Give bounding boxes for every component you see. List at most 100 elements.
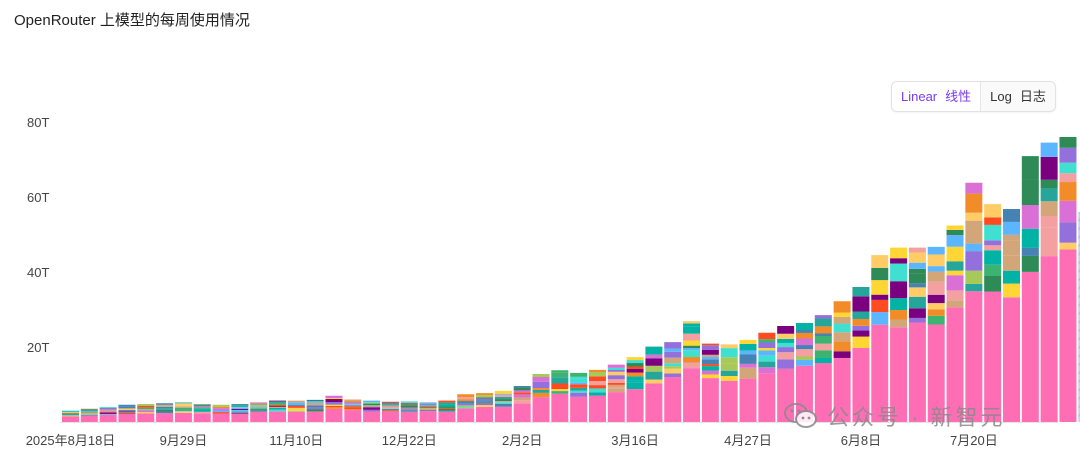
bar-segment (494, 401, 512, 403)
bar-segment (664, 348, 682, 352)
bar[interactable] (193, 404, 211, 422)
bar-segment (871, 294, 889, 300)
bar[interactable] (852, 287, 870, 422)
bar-segment (344, 407, 362, 410)
bar[interactable] (965, 182, 983, 422)
bar[interactable] (306, 399, 324, 422)
bar[interactable] (532, 374, 550, 422)
bar-segment (833, 357, 851, 422)
bar[interactable] (777, 326, 795, 422)
bar[interactable] (908, 247, 926, 422)
bar-segment (852, 336, 870, 348)
bar[interactable] (438, 400, 456, 422)
bar[interactable] (758, 332, 776, 422)
bar[interactable] (325, 395, 343, 422)
bar[interactable] (871, 255, 889, 422)
bar-segment (99, 414, 117, 422)
bar[interactable] (99, 407, 117, 422)
bar-segment (852, 325, 870, 331)
bar-segment (664, 373, 682, 378)
bar[interactable] (588, 369, 606, 422)
bar-segment (551, 372, 569, 378)
bar[interactable] (570, 372, 588, 422)
bar[interactable] (269, 400, 287, 422)
bar[interactable] (701, 343, 719, 422)
bar-segment (570, 390, 588, 393)
bar[interactable] (1021, 156, 1039, 422)
bar-segment (494, 390, 512, 394)
bar[interactable] (626, 357, 644, 422)
bar[interactable] (174, 402, 192, 423)
bar[interactable] (62, 410, 79, 422)
bar-segment (908, 273, 926, 284)
scale-toggle[interactable]: Linear 线性 Log 日志 (891, 81, 1056, 112)
bar[interactable] (645, 346, 663, 422)
bar[interactable] (1003, 209, 1020, 422)
bar[interactable] (363, 400, 381, 422)
bar-segment (532, 392, 550, 398)
bar[interactable] (494, 390, 512, 422)
bar-segment (325, 395, 343, 398)
bar[interactable] (1059, 137, 1077, 422)
bar-segment (513, 397, 531, 401)
bar-segment (419, 408, 437, 410)
bar-segment (400, 405, 418, 408)
bar-segment (174, 411, 192, 413)
bar-segment (269, 407, 287, 410)
bar[interactable] (457, 394, 475, 422)
bar[interactable] (720, 344, 738, 422)
bar[interactable] (250, 402, 268, 422)
bar[interactable] (231, 404, 249, 422)
bar-segment (438, 404, 456, 407)
bar[interactable] (118, 404, 136, 422)
bar-segment (476, 398, 494, 401)
bar-segment (400, 410, 418, 412)
bar[interactable] (156, 403, 174, 422)
bar[interactable] (513, 386, 531, 422)
bar[interactable] (814, 315, 832, 422)
bar-segment (701, 357, 719, 360)
linear-scale-button[interactable]: Linear 线性 (892, 82, 982, 111)
bar[interactable] (400, 401, 418, 422)
bar-segment (363, 403, 381, 406)
bar-segment (438, 411, 456, 422)
bar[interactable] (664, 342, 682, 422)
bar-segment (1040, 256, 1058, 422)
bar-segment (645, 354, 663, 359)
bar-segment (890, 319, 908, 328)
bar[interactable] (381, 401, 399, 422)
bar-segment (833, 316, 851, 324)
bar[interactable] (890, 247, 908, 422)
bar[interactable] (984, 204, 1002, 422)
bar-segment (287, 400, 305, 403)
bar[interactable] (607, 364, 625, 422)
bar-segment (269, 401, 287, 403)
log-scale-button[interactable]: Log 日志 (981, 82, 1055, 111)
bar-segment (250, 404, 268, 406)
bar[interactable] (551, 370, 569, 422)
bar[interactable] (80, 408, 98, 423)
bar[interactable] (1078, 212, 1080, 422)
bar-segment (494, 399, 512, 402)
bar[interactable] (927, 246, 945, 422)
bar-segment (777, 368, 795, 422)
bar-segment (457, 394, 475, 398)
bar-segment (965, 291, 983, 422)
bar[interactable] (833, 301, 851, 422)
bar-segment (739, 354, 757, 364)
bar-segment (946, 290, 964, 301)
bar-segment (777, 359, 795, 369)
bar-segment (645, 371, 663, 380)
bar[interactable] (683, 321, 701, 422)
bar[interactable] (212, 404, 230, 422)
bar[interactable] (419, 402, 437, 423)
bar[interactable] (1040, 142, 1058, 422)
bar[interactable] (287, 400, 305, 422)
bar[interactable] (344, 399, 362, 423)
bar[interactable] (137, 404, 155, 422)
bar[interactable] (946, 225, 964, 423)
bar[interactable] (476, 393, 494, 422)
bar-segment (720, 344, 738, 349)
bar[interactable] (795, 323, 813, 422)
bar[interactable] (739, 339, 757, 422)
